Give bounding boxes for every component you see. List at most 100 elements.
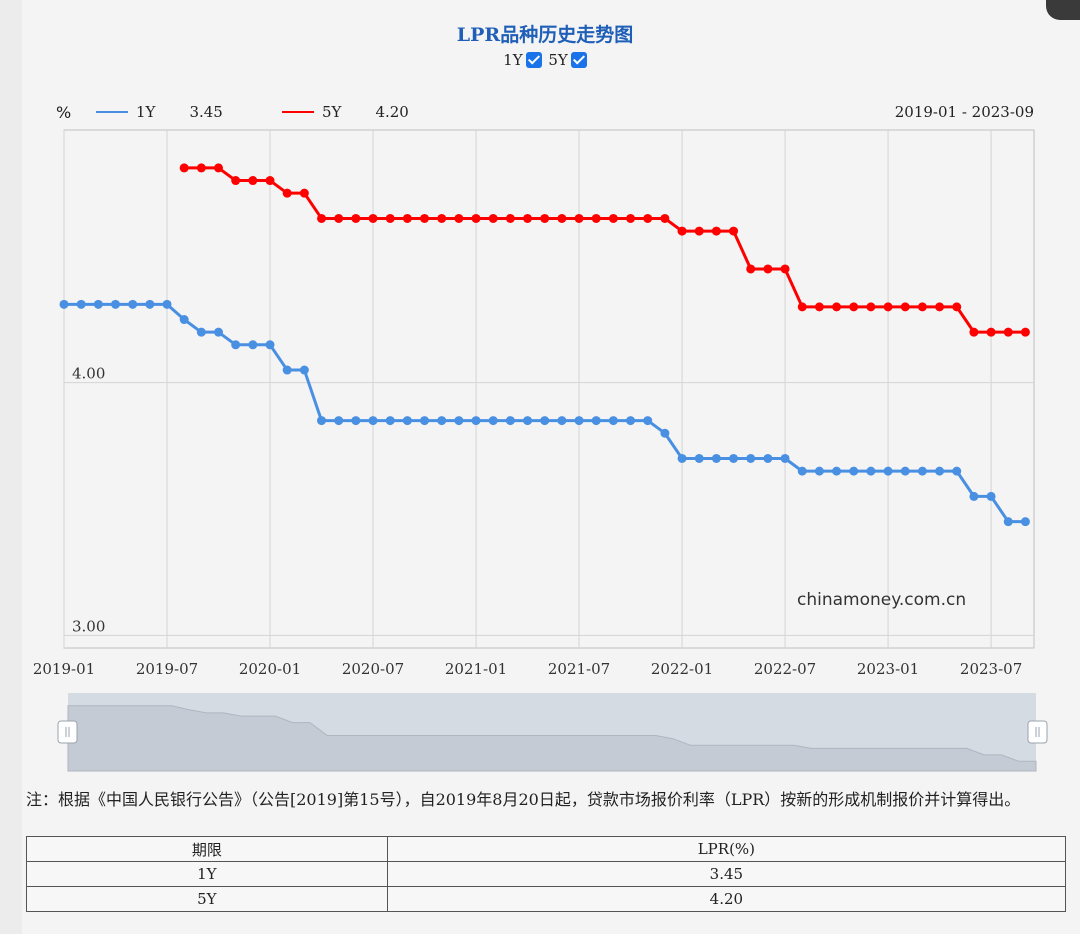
data-point-1y[interactable]	[471, 416, 481, 426]
data-point-5y[interactable]	[368, 213, 378, 223]
data-point-1y[interactable]	[385, 416, 395, 426]
data-point-1y[interactable]	[866, 466, 876, 476]
data-point-1y[interactable]	[763, 453, 773, 463]
data-point-1y[interactable]	[677, 453, 687, 463]
data-point-5y[interactable]	[626, 213, 636, 223]
slider-handle-right[interactable]	[1027, 720, 1048, 744]
data-point-1y[interactable]	[832, 466, 842, 476]
data-point-5y[interactable]	[402, 213, 412, 223]
data-point-5y[interactable]	[334, 213, 344, 223]
data-point-5y[interactable]	[505, 213, 515, 223]
data-point-1y[interactable]	[59, 299, 69, 309]
data-point-1y[interactable]	[162, 299, 172, 309]
data-point-5y[interactable]	[832, 302, 842, 312]
data-point-1y[interactable]	[128, 299, 138, 309]
data-point-5y[interactable]	[265, 176, 275, 186]
data-point-1y[interactable]	[900, 466, 910, 476]
data-point-5y[interactable]	[952, 302, 962, 312]
data-point-1y[interactable]	[557, 416, 567, 426]
data-point-5y[interactable]	[866, 302, 876, 312]
data-point-1y[interactable]	[282, 365, 292, 375]
data-point-5y[interactable]	[1020, 327, 1030, 337]
data-point-1y[interactable]	[402, 416, 412, 426]
data-point-5y[interactable]	[797, 302, 807, 312]
data-point-1y[interactable]	[196, 327, 206, 337]
data-point-5y[interactable]	[523, 213, 533, 223]
data-point-1y[interactable]	[780, 453, 790, 463]
data-point-1y[interactable]	[420, 416, 430, 426]
toggle-1y[interactable]: 1Y	[503, 51, 542, 69]
data-point-5y[interactable]	[351, 213, 361, 223]
data-point-5y[interactable]	[608, 213, 618, 223]
data-point-5y[interactable]	[420, 213, 430, 223]
data-point-5y[interactable]	[917, 302, 927, 312]
data-point-1y[interactable]	[334, 416, 344, 426]
corner-overlay-button[interactable]	[1046, 0, 1080, 20]
data-point-1y[interactable]	[505, 416, 515, 426]
data-point-1y[interactable]	[231, 340, 241, 350]
data-point-5y[interactable]	[711, 226, 721, 236]
data-point-5y[interactable]	[231, 176, 241, 186]
data-point-5y[interactable]	[677, 226, 687, 236]
range-slider[interactable]	[57, 693, 1048, 772]
data-point-5y[interactable]	[883, 302, 893, 312]
data-point-1y[interactable]	[986, 491, 996, 501]
data-point-1y[interactable]	[523, 416, 533, 426]
data-point-5y[interactable]	[780, 264, 790, 274]
data-point-1y[interactable]	[1020, 517, 1030, 527]
data-point-1y[interactable]	[643, 416, 653, 426]
data-point-5y[interactable]	[969, 327, 979, 337]
data-point-1y[interactable]	[626, 416, 636, 426]
data-point-1y[interactable]	[660, 428, 670, 438]
data-point-1y[interactable]	[454, 416, 464, 426]
data-point-5y[interactable]	[763, 264, 773, 274]
data-point-5y[interactable]	[179, 163, 189, 173]
data-point-5y[interactable]	[454, 213, 464, 223]
data-point-1y[interactable]	[952, 466, 962, 476]
data-point-1y[interactable]	[351, 416, 361, 426]
checkbox-5y[interactable]	[570, 52, 587, 68]
data-point-5y[interactable]	[196, 163, 206, 173]
data-point-5y[interactable]	[643, 213, 653, 223]
data-point-1y[interactable]	[265, 340, 275, 350]
data-point-5y[interactable]	[248, 176, 258, 186]
data-point-1y[interactable]	[248, 340, 258, 350]
data-point-1y[interactable]	[711, 453, 721, 463]
data-point-1y[interactable]	[608, 416, 618, 426]
data-point-5y[interactable]	[746, 264, 756, 274]
data-point-1y[interactable]	[1003, 517, 1013, 527]
data-point-5y[interactable]	[437, 213, 447, 223]
data-point-5y[interactable]	[488, 213, 498, 223]
data-point-5y[interactable]	[282, 188, 292, 198]
data-point-5y[interactable]	[471, 213, 481, 223]
data-point-5y[interactable]	[574, 213, 584, 223]
data-point-5y[interactable]	[385, 213, 395, 223]
data-point-1y[interactable]	[746, 453, 756, 463]
data-point-1y[interactable]	[488, 416, 498, 426]
data-point-1y[interactable]	[368, 416, 378, 426]
data-point-1y[interactable]	[814, 466, 824, 476]
data-point-1y[interactable]	[849, 466, 859, 476]
data-point-5y[interactable]	[317, 213, 327, 223]
data-point-1y[interactable]	[883, 466, 893, 476]
data-point-5y[interactable]	[557, 213, 567, 223]
data-point-5y[interactable]	[729, 226, 739, 236]
data-point-5y[interactable]	[849, 302, 859, 312]
data-point-1y[interactable]	[694, 453, 704, 463]
checkbox-1y[interactable]	[525, 52, 542, 68]
data-point-1y[interactable]	[179, 315, 189, 325]
data-point-1y[interactable]	[93, 299, 103, 309]
data-point-1y[interactable]	[591, 416, 601, 426]
data-point-1y[interactable]	[145, 299, 155, 309]
data-point-1y[interactable]	[729, 453, 739, 463]
data-point-5y[interactable]	[214, 163, 224, 173]
data-point-5y[interactable]	[986, 327, 996, 337]
data-point-1y[interactable]	[574, 416, 584, 426]
data-point-5y[interactable]	[660, 213, 670, 223]
data-point-1y[interactable]	[214, 327, 224, 337]
data-point-5y[interactable]	[591, 213, 601, 223]
data-point-1y[interactable]	[797, 466, 807, 476]
data-point-5y[interactable]	[900, 302, 910, 312]
data-point-5y[interactable]	[1003, 327, 1013, 337]
data-point-1y[interactable]	[317, 416, 327, 426]
